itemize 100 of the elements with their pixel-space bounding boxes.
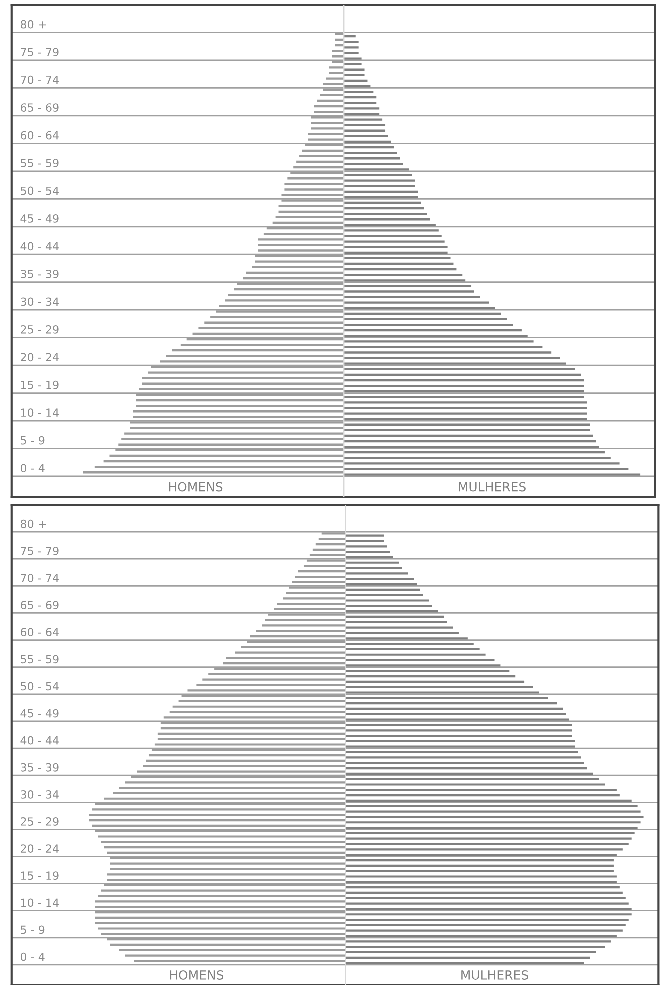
bar xyxy=(346,578,414,580)
bar xyxy=(252,266,344,268)
bar xyxy=(166,355,344,358)
bar xyxy=(278,210,344,214)
bar xyxy=(256,630,346,632)
bar xyxy=(344,130,386,132)
bar xyxy=(344,335,528,338)
bar xyxy=(346,616,444,618)
bar xyxy=(344,290,474,293)
y-tick-label: 35 - 39 xyxy=(21,270,59,278)
bar xyxy=(344,80,368,82)
bar xyxy=(344,235,442,238)
bar xyxy=(344,462,620,465)
bar xyxy=(243,277,344,280)
bar xyxy=(344,457,611,460)
bar xyxy=(346,751,578,754)
bar xyxy=(241,646,346,648)
bar xyxy=(346,772,594,775)
bar xyxy=(344,41,359,44)
y-tick-label: 5 - 9 xyxy=(21,436,45,445)
bar xyxy=(346,746,576,748)
bar xyxy=(125,782,346,784)
bar xyxy=(113,792,346,795)
bar xyxy=(344,152,398,154)
bar xyxy=(318,538,346,540)
bar xyxy=(95,900,346,903)
bar xyxy=(344,346,543,348)
series-label: HOMENS xyxy=(169,482,223,492)
bar xyxy=(346,962,584,964)
bar xyxy=(107,852,346,854)
bar xyxy=(228,294,344,296)
y-tick-label: 25 - 29 xyxy=(21,818,59,826)
bar xyxy=(130,427,344,430)
bar xyxy=(346,822,641,824)
bar xyxy=(344,446,600,448)
bar xyxy=(346,843,629,846)
bar xyxy=(119,949,346,952)
bar xyxy=(284,188,344,191)
bar xyxy=(344,240,445,243)
bar xyxy=(344,102,377,104)
bar xyxy=(344,434,594,438)
bar xyxy=(344,196,418,199)
bar xyxy=(226,657,346,660)
bar xyxy=(344,357,560,360)
bar xyxy=(346,810,641,813)
bar xyxy=(137,770,346,773)
bar xyxy=(160,727,346,730)
bar xyxy=(346,859,614,862)
bar xyxy=(107,878,346,882)
bar xyxy=(89,819,346,822)
bar xyxy=(246,272,344,274)
bar xyxy=(110,944,346,946)
bar xyxy=(308,133,344,136)
bar xyxy=(142,377,344,380)
y-tick-label: 5 - 9 xyxy=(21,926,45,934)
y-tick-label: 65 - 69 xyxy=(20,601,59,610)
bar xyxy=(278,205,344,208)
bar xyxy=(101,841,346,844)
bar xyxy=(164,716,346,719)
bar xyxy=(346,697,548,700)
bar xyxy=(346,648,480,651)
bar xyxy=(160,360,344,363)
bar xyxy=(95,922,346,924)
bar xyxy=(274,608,346,611)
bar xyxy=(310,554,346,556)
y-tick-label: 80 + xyxy=(20,520,46,528)
bar xyxy=(346,621,448,624)
bar xyxy=(172,706,346,708)
bar xyxy=(346,556,394,559)
y-tick-label: 70 - 74 xyxy=(21,76,59,84)
y-tick-label: 60 - 64 xyxy=(20,628,59,637)
bar xyxy=(98,895,346,898)
bar xyxy=(272,222,344,224)
bar xyxy=(282,194,344,196)
bar xyxy=(346,664,501,667)
bar xyxy=(344,224,436,226)
bar xyxy=(346,740,576,743)
bar xyxy=(346,572,408,575)
bar xyxy=(277,603,346,606)
bar xyxy=(148,372,344,374)
bar xyxy=(158,738,346,740)
bar xyxy=(346,956,590,959)
bar xyxy=(346,940,611,943)
bar xyxy=(178,700,346,703)
bar xyxy=(346,876,617,878)
bar xyxy=(276,216,344,219)
bar xyxy=(344,74,365,76)
bar xyxy=(346,886,620,889)
y-tick-label: 40 - 44 xyxy=(20,736,59,745)
bar xyxy=(346,854,617,856)
bar xyxy=(154,744,346,746)
bar xyxy=(98,836,346,838)
bar xyxy=(134,960,346,962)
bar xyxy=(346,654,486,656)
bar xyxy=(344,252,448,254)
bar xyxy=(346,864,614,867)
bar xyxy=(346,951,596,954)
bar xyxy=(346,659,495,662)
bar xyxy=(210,316,344,318)
bar xyxy=(300,155,344,158)
